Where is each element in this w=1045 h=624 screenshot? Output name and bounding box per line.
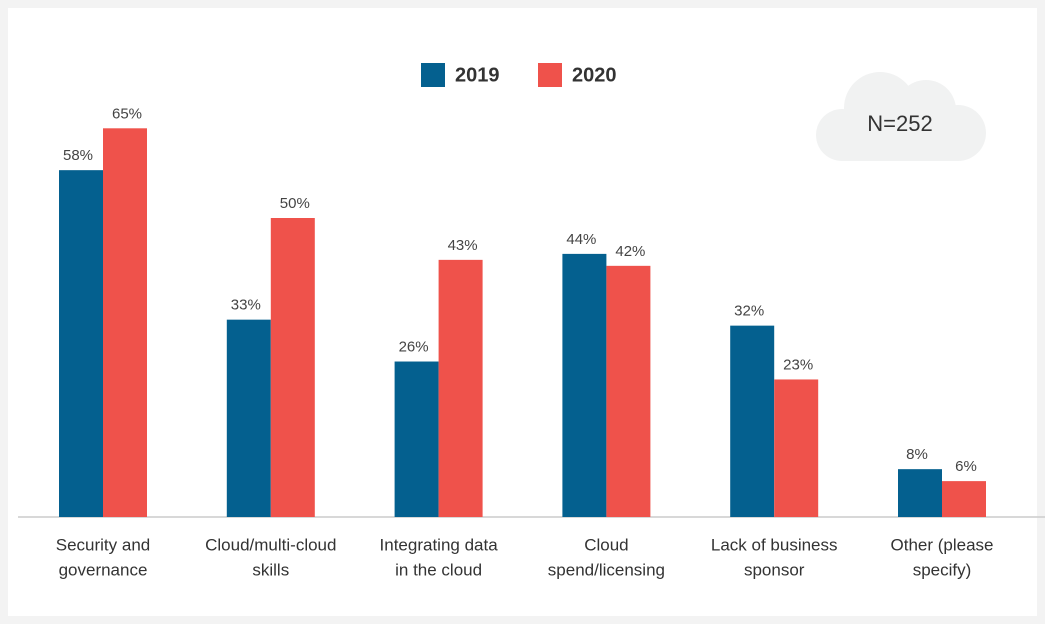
x-tick-label: Cloud/multi-cloud: [205, 535, 336, 554]
bar: [562, 253, 607, 517]
data-label: 6%: [955, 458, 977, 475]
x-tick-label: spend/licensing: [548, 560, 665, 579]
x-tick-label: sponsor: [744, 560, 805, 579]
bar: [103, 128, 147, 518]
bar: [226, 319, 271, 517]
data-label: 32%: [734, 303, 764, 320]
bar: [730, 325, 775, 517]
bar: [606, 265, 651, 517]
x-tick-label: Lack of business: [711, 535, 838, 554]
x-tick-label: Security and: [56, 535, 151, 554]
legend-swatch: [538, 63, 562, 87]
data-label: 26%: [399, 338, 429, 355]
legend-swatch: [421, 63, 445, 87]
data-label: 43%: [448, 237, 478, 254]
x-tick-label: Cloud: [584, 535, 628, 554]
bar: [59, 170, 103, 517]
data-label: 8%: [906, 446, 928, 463]
bar: [438, 259, 483, 517]
x-tick-label: Integrating data: [380, 535, 499, 554]
x-tick-label: in the cloud: [395, 560, 482, 579]
bar: [394, 361, 439, 517]
x-tick-label: specify): [913, 560, 972, 579]
legend-label: 2020: [572, 64, 617, 86]
data-label: 33%: [231, 297, 261, 314]
annotation: N=252: [867, 111, 932, 136]
x-tick-label: skills: [252, 560, 289, 579]
cloud: [816, 72, 986, 161]
x-tick-label: governance: [59, 560, 148, 579]
legend-label: 2019: [455, 64, 500, 86]
data-label: 23%: [783, 356, 813, 373]
x-tick-label: Other (please: [891, 535, 994, 554]
data-label: 42%: [615, 243, 645, 260]
bar: [270, 218, 315, 517]
data-label: 50%: [280, 195, 310, 212]
data-label: 58%: [63, 147, 93, 164]
data-label: 44%: [566, 231, 596, 248]
bar: [942, 481, 986, 517]
data-label: 65%: [112, 105, 142, 122]
bar: [898, 469, 942, 517]
bar: [774, 379, 819, 517]
